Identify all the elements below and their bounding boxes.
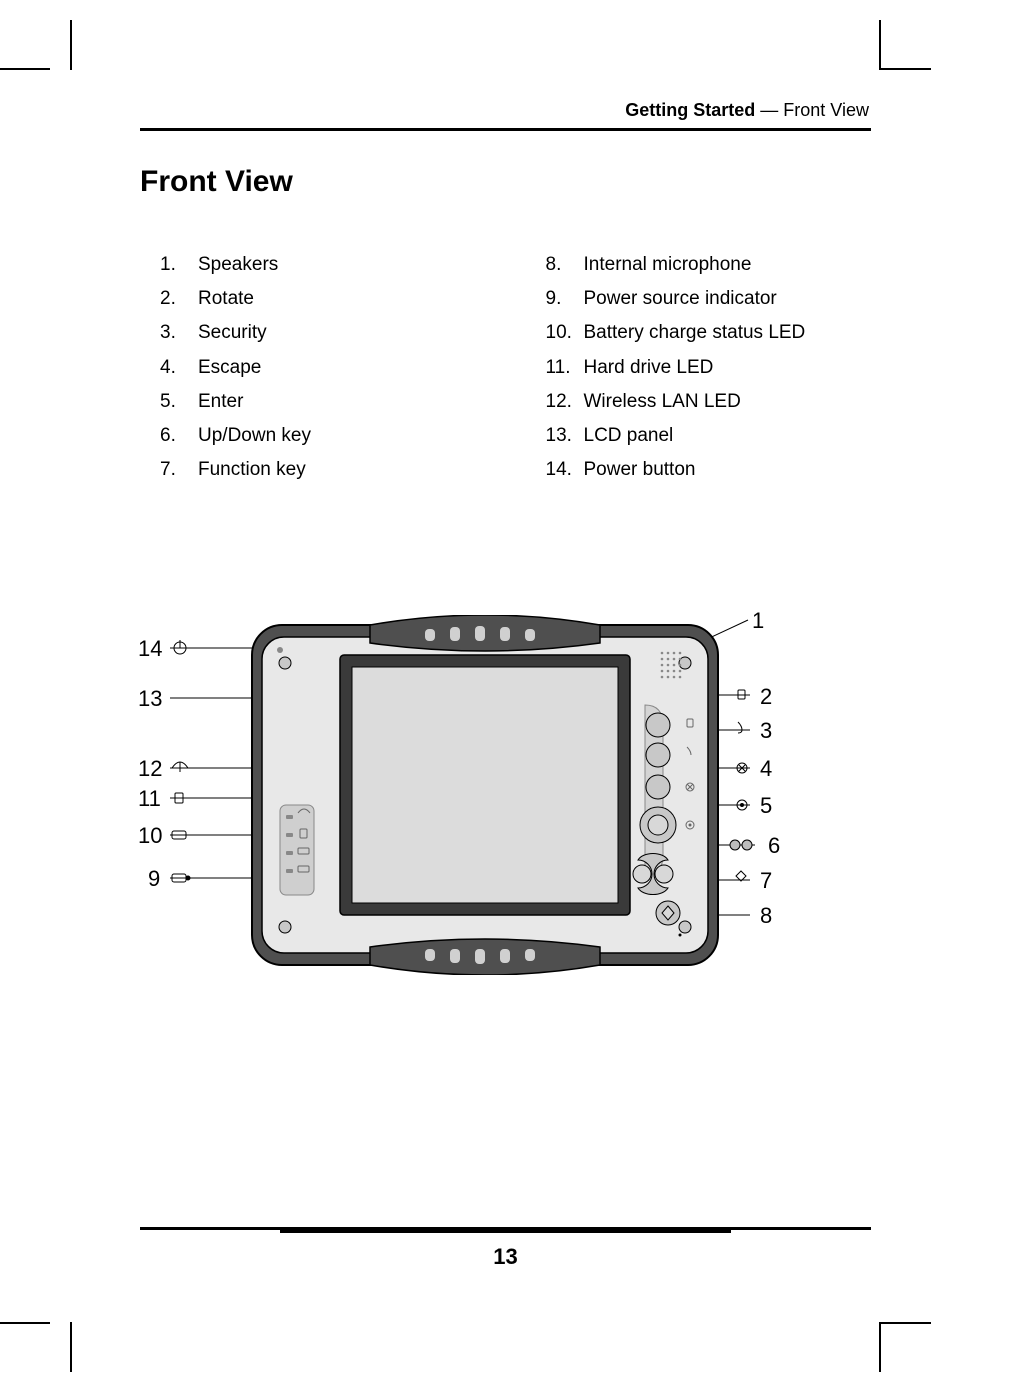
header-sep: — bbox=[755, 100, 783, 120]
header-page: Front View bbox=[783, 100, 869, 120]
legend-item: 5.Enter bbox=[160, 385, 486, 419]
legend-col-right: 8.Internal microphone 9.Power source ind… bbox=[546, 248, 872, 487]
header-section: Getting Started bbox=[625, 100, 755, 120]
callout-5: 5 bbox=[760, 793, 772, 819]
page-title: Front View bbox=[140, 165, 293, 199]
legend-item: 12.Wireless LAN LED bbox=[546, 385, 872, 419]
legend-item: 14.Power button bbox=[546, 453, 872, 487]
callout-7: 7 bbox=[760, 868, 772, 894]
header-rule bbox=[140, 128, 871, 131]
callout-3: 3 bbox=[760, 718, 772, 744]
callout-12: 12 bbox=[138, 756, 162, 782]
callout-14: 14 bbox=[138, 636, 162, 662]
footer-rule-inner bbox=[280, 1230, 731, 1233]
legend-item: 4.Escape bbox=[160, 351, 486, 385]
callout-13: 13 bbox=[138, 686, 162, 712]
legend-item: 10.Battery charge status LED bbox=[546, 316, 872, 350]
callout-6: 6 bbox=[768, 833, 780, 859]
legend-col-left: 1.Speakers 2.Rotate 3.Security 4.Escape … bbox=[160, 248, 486, 487]
legend: 1.Speakers 2.Rotate 3.Security 4.Escape … bbox=[160, 248, 871, 487]
callout-10: 10 bbox=[138, 823, 162, 849]
legend-item: 2.Rotate bbox=[160, 282, 486, 316]
legend-item: 7.Function key bbox=[160, 453, 486, 487]
device-diagram: 1 2 3 4 5 6 7 8 14 13 12 11 10 9 bbox=[120, 590, 800, 1020]
legend-item: 6.Up/Down key bbox=[160, 419, 486, 453]
callout-9: 9 bbox=[148, 866, 160, 892]
legend-item: 1.Speakers bbox=[160, 248, 486, 282]
legend-item: 13.LCD panel bbox=[546, 419, 872, 453]
legend-item: 3.Security bbox=[160, 316, 486, 350]
device-illustration bbox=[250, 615, 720, 975]
legend-item: 11.Hard drive LED bbox=[546, 351, 872, 385]
device-svg bbox=[250, 615, 720, 975]
page-number: 13 bbox=[0, 1244, 1011, 1270]
callout-2: 2 bbox=[760, 684, 772, 710]
legend-item: 8.Internal microphone bbox=[546, 248, 872, 282]
running-header: Getting Started — Front View bbox=[625, 100, 869, 121]
callout-11: 11 bbox=[138, 786, 161, 812]
callout-4: 4 bbox=[760, 756, 772, 782]
callout-8: 8 bbox=[760, 903, 772, 929]
callout-1: 1 bbox=[752, 608, 764, 634]
legend-item: 9.Power source indicator bbox=[546, 282, 872, 316]
